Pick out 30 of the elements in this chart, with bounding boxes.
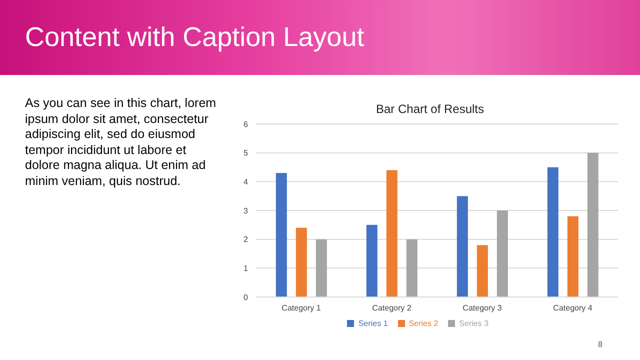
- bar: [547, 167, 558, 297]
- bar: [587, 152, 598, 297]
- bar: [316, 239, 327, 297]
- y-tick-label: 1: [244, 264, 249, 274]
- y-tick-label: 0: [244, 292, 249, 302]
- bar: [386, 170, 398, 297]
- y-tick-label: 2: [244, 235, 249, 244]
- chart-subtitle: Bar Chart of Results: [374, 102, 486, 116]
- legend-label: Series 2: [408, 319, 438, 328]
- legend-label: Series 1: [358, 319, 388, 328]
- y-tick-label: 3: [244, 206, 249, 216]
- y-tick-label: 5: [244, 148, 249, 158]
- text: As you can see in this chart, lorem ipsum dolor sit amet, consectetur adipiscing elit, sed do eiusmod tempor incididunt ut labore et dolore magna aliqua. Ut enim ad minim veniam, quis nostrud.: [25, 96, 218, 189]
- x-tick-label: Category 2: [372, 304, 412, 313]
- bar: [496, 210, 508, 297]
- text: 8: [598, 340, 602, 349]
- bar: [276, 173, 287, 297]
- bar: [406, 239, 418, 297]
- bar: [567, 216, 578, 297]
- x-tick-label: Category 4: [553, 304, 593, 313]
- bar: [366, 224, 378, 297]
- x-tick-label: Category 3: [462, 304, 502, 313]
- bar: [476, 245, 488, 297]
- bar: [456, 196, 468, 297]
- y-tick-label: 4: [244, 178, 249, 187]
- bar: [296, 228, 307, 297]
- legend-label: Series 3: [459, 319, 489, 328]
- y-tick-label: 6: [244, 120, 249, 129]
- chart-title: Content with Caption Layout: [25, 22, 364, 53]
- x-tick-label: Category 1: [282, 304, 322, 313]
